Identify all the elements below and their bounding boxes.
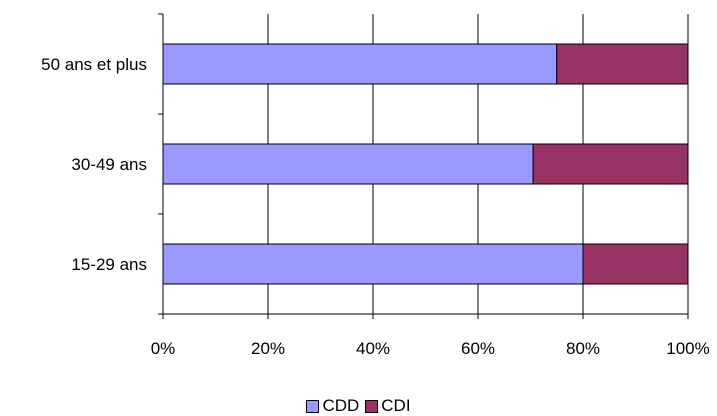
x-tick-label-1: 20% bbox=[251, 339, 285, 358]
bar-cdi-1 bbox=[532, 143, 689, 185]
legend-item-cdi: CDI bbox=[365, 396, 411, 416]
legend: CDD CDI bbox=[0, 396, 717, 416]
bar-cdi-2 bbox=[582, 243, 689, 285]
category-label-1: 30-49 ans bbox=[71, 155, 147, 174]
category-label-2: 15-29 ans bbox=[71, 255, 147, 274]
x-tick-label-4: 80% bbox=[566, 339, 600, 358]
x-tick-label-5: 100% bbox=[666, 339, 709, 358]
bar-cdd-0 bbox=[162, 43, 558, 85]
legend-label-cdd: CDD bbox=[322, 396, 360, 415]
category-label-0: 50 ans et plus bbox=[41, 55, 147, 74]
legend-label-cdi: CDI bbox=[381, 396, 411, 415]
legend-swatch-cdd bbox=[306, 399, 320, 413]
bar-cdd-2 bbox=[162, 243, 584, 285]
bars bbox=[162, 43, 689, 285]
x-tick-label-3: 60% bbox=[461, 339, 495, 358]
x-tick-labels: 0% 20% 40% 60% 80% 100% bbox=[151, 339, 710, 358]
bar-cdi-0 bbox=[556, 43, 689, 85]
category-labels: 50 ans et plus 30-49 ans 15-29 ans bbox=[41, 55, 147, 274]
legend-swatch-cdi bbox=[365, 399, 379, 413]
x-tick-label-0: 0% bbox=[151, 339, 176, 358]
legend-item-cdd: CDD bbox=[306, 396, 359, 416]
x-tick-label-2: 40% bbox=[356, 339, 390, 358]
bar-cdd-1 bbox=[162, 143, 534, 185]
